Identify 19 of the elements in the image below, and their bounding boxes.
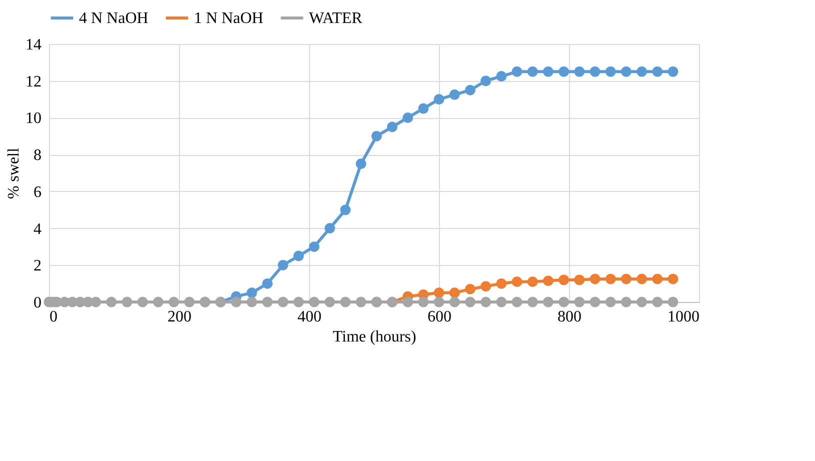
x-tick-label: 0 [50, 308, 58, 326]
y-tick-label: 0 [34, 294, 42, 312]
legend-label: 1 N NaOH [194, 10, 264, 27]
y-tick-label: 4 [34, 220, 42, 238]
y-tick-label: 12 [26, 73, 42, 90]
x-tick-label: 800 [558, 308, 582, 326]
x-axis-title: Time (hours) [332, 328, 416, 346]
legend-label: 4 N NaOH [79, 10, 149, 27]
legend-label: WATER [309, 10, 363, 27]
y-axis-title: % swell [6, 147, 22, 200]
y-tick-label: 10 [26, 110, 42, 128]
x-tick-label: 600 [428, 308, 452, 326]
x-tick-label: 200 [168, 308, 192, 326]
y-tick-label: 14 [26, 36, 42, 54]
y-tick-label: 2 [34, 258, 42, 275]
x-tick-label: 400 [298, 308, 322, 326]
x-tick-label: 1000 [668, 308, 700, 326]
y-tick-label: 6 [34, 184, 42, 201]
y-tick-label: 8 [34, 147, 42, 164]
